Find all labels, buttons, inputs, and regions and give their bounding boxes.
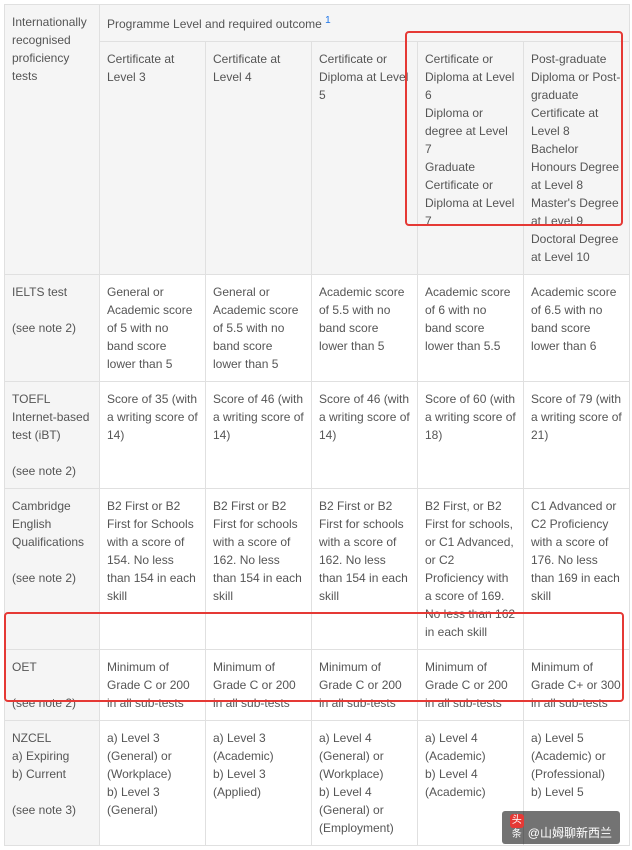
watermark: 头条 @山姆聊新西兰 — [502, 811, 620, 844]
row-label: TOEFL Internet-based test (iBT)(see note… — [5, 382, 100, 489]
cell: Minimum of Grade C+ or 300 in all sub-te… — [524, 650, 630, 721]
cell: Academic score of 6 with no band score l… — [418, 275, 524, 382]
row-label: NZCELa) Expiringb) Current(see note 3) — [5, 721, 100, 846]
cell: B2 First or B2 First for schools with a … — [206, 489, 312, 650]
proficiency-requirements-table: Internationally recognised proficiency t… — [4, 4, 630, 846]
cell: a) Level 3 (Academic)b) Level 3 (Applied… — [206, 721, 312, 846]
table-row: IELTS test(see note 2) General or Academ… — [5, 275, 630, 382]
table-row: OET(see note 2) Minimum of Grade C or 20… — [5, 650, 630, 721]
cell: Score of 35 (with a writing score of 14) — [100, 382, 206, 489]
table-row: TOEFL Internet-based test (iBT)(see note… — [5, 382, 630, 489]
cell: a) Level 3 (General) or (Workplace)b) Le… — [100, 721, 206, 846]
cell: Minimum of Grade C or 200 in all sub-tes… — [206, 650, 312, 721]
cell: Minimum of Grade C or 200 in all sub-tes… — [418, 650, 524, 721]
footnote-1: 1 — [325, 15, 331, 26]
cell: Score of 46 (with a writing score of 14) — [206, 382, 312, 489]
cell: General or Academic score of 5.5 with no… — [206, 275, 312, 382]
cell: Academic score of 6.5 with no band score… — [524, 275, 630, 382]
cell: C1 Advanced or C2 Proficiency with a sco… — [524, 489, 630, 650]
cell: Minimum of Grade C or 200 in all sub-tes… — [312, 650, 418, 721]
table-row: Cambridge English Qualifications(see not… — [5, 489, 630, 650]
watermark-text: 山姆聊新西兰 — [540, 826, 612, 840]
cell: a) Level 4 (General) or (Workplace)b) Le… — [312, 721, 418, 846]
cell: B2 First or B2 First for schools with a … — [312, 489, 418, 650]
col-header: Post-graduate Diploma or Post-graduate C… — [524, 42, 630, 275]
cell: Minimum of Grade C or 200 in all sub-tes… — [100, 650, 206, 721]
col-header: Certificate or Diploma at Level 6Diploma… — [418, 42, 524, 275]
cell: B2 First or B2 First for Schools with a … — [100, 489, 206, 650]
cell: General or Academic score of 5 with no b… — [100, 275, 206, 382]
row-label: Cambridge English Qualifications(see not… — [5, 489, 100, 650]
cell: Score of 79 (with a writing score of 21) — [524, 382, 630, 489]
watermark-icon: 头条 — [510, 814, 524, 828]
row-label: IELTS test(see note 2) — [5, 275, 100, 382]
row-label-header: Internationally recognised proficiency t… — [5, 5, 100, 275]
watermark-at: @ — [528, 826, 540, 840]
programme-level-header-text: Programme Level and required outcome — [107, 17, 322, 31]
cell: Academic score of 5.5 with no band score… — [312, 275, 418, 382]
row-label: OET(see note 2) — [5, 650, 100, 721]
cell: Score of 60 (with a writing score of 18) — [418, 382, 524, 489]
col-header: Certificate or Diploma at Level 5 — [312, 42, 418, 275]
cell: Score of 46 (with a writing score of 14) — [312, 382, 418, 489]
cell: B2 First, or B2 First for schools, or C1… — [418, 489, 524, 650]
col-header: Certificate at Level 3 — [100, 42, 206, 275]
col-header: Certificate at Level 4 — [206, 42, 312, 275]
programme-level-header: Programme Level and required outcome 1 — [100, 5, 630, 42]
